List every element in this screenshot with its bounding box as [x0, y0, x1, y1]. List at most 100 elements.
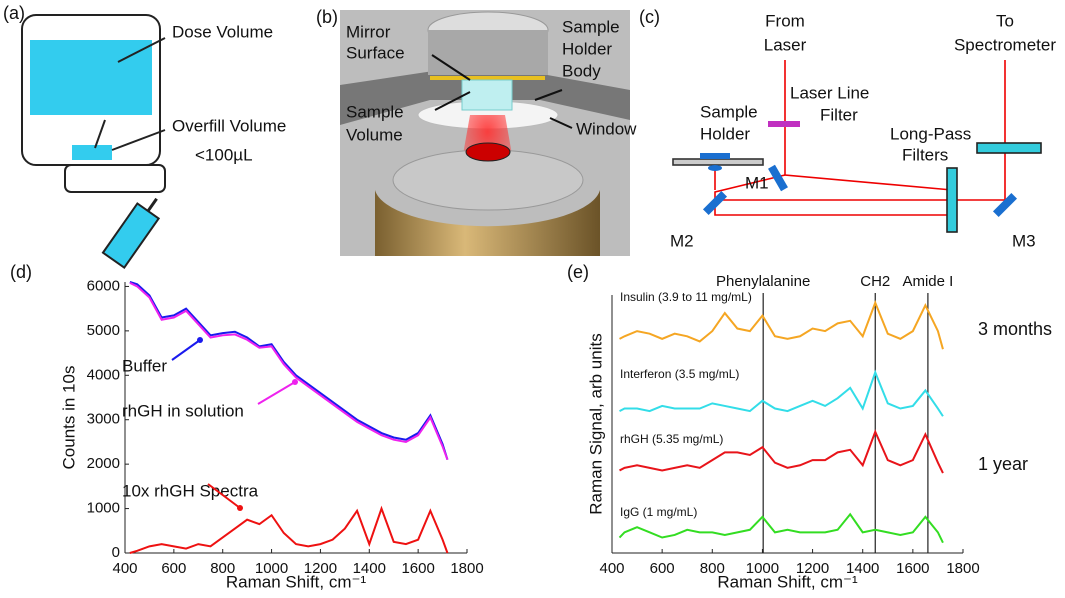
- series-line: [619, 429, 944, 474]
- long-pass-filter: [976, 142, 1042, 154]
- y-tick-label: 2000: [87, 455, 120, 472]
- arrow: [207, 483, 241, 509]
- stopper: [64, 164, 166, 193]
- series-label: rhGH (5.35 mg/mL): [620, 432, 723, 446]
- label: Body: [562, 61, 601, 80]
- holder-block: [428, 30, 548, 75]
- label: Surface: [346, 43, 405, 62]
- x-tick-label: 1600: [401, 560, 434, 577]
- series-line: [619, 299, 944, 350]
- y-tick-label: 0: [112, 544, 120, 561]
- mirror-m3: [992, 192, 1018, 218]
- label: Overfill Volume: [172, 116, 286, 135]
- y-tick-label: 5000: [87, 322, 120, 339]
- series-line: [618, 512, 944, 544]
- x-tick-label: 600: [650, 560, 675, 577]
- panel-label: (d): [10, 262, 32, 282]
- label: Laser Line: [790, 83, 869, 102]
- series-line: [129, 281, 449, 461]
- x-tick-label: 1600: [896, 560, 929, 577]
- x-tick-label: 1200: [304, 560, 337, 577]
- sample-holder: [672, 158, 764, 166]
- annotation: 1 year: [978, 454, 1028, 474]
- mirror-m2: [702, 190, 728, 216]
- laser-spot: [465, 142, 511, 162]
- arrow: [171, 339, 201, 361]
- x-tick-label: 1000: [746, 560, 779, 577]
- label: Holder: [562, 39, 612, 58]
- label: Volume: [346, 125, 403, 144]
- x-tick-label: 1200: [796, 560, 829, 577]
- dose-liquid: [30, 40, 152, 115]
- series-label: Insulin (3.9 to 11 mg/mL): [620, 290, 752, 304]
- mirror-m1: [768, 164, 788, 192]
- panel-label: (e): [567, 262, 589, 282]
- arrow-head: [197, 337, 203, 343]
- label: Filters: [902, 145, 948, 164]
- x-tick-label: 1800: [946, 560, 979, 577]
- marker-label: CH2: [860, 273, 890, 290]
- sample-volume: [461, 79, 513, 111]
- holder-top: [700, 153, 730, 159]
- panel-c: (c) From Laser To Spectrometer Laser Lin…: [639, 7, 1056, 251]
- label: M3: [1012, 231, 1036, 250]
- series-line: [129, 505, 449, 554]
- series-label: IgG (1 mg/mL): [620, 505, 697, 519]
- label: Sample: [346, 102, 404, 121]
- label: M2: [670, 231, 694, 250]
- panel-a: (a) Dose Volume Overfill Volume <100µL: [3, 3, 286, 269]
- series-label: Interferon (3.5 mg/mL): [620, 367, 739, 381]
- label: Long-Pass: [890, 124, 971, 143]
- label: Window: [576, 119, 637, 138]
- series-label: 10x rhGH Spectra: [122, 481, 259, 500]
- label: Sample: [700, 102, 758, 121]
- arrow: [257, 381, 296, 405]
- arrow-head: [237, 505, 243, 511]
- x-tick-label: 800: [210, 560, 235, 577]
- y-tick-label: 6000: [87, 277, 120, 294]
- label: Spectrometer: [954, 35, 1056, 54]
- label: Filter: [820, 105, 858, 124]
- label: Laser: [764, 35, 807, 54]
- y-tick-label: 3000: [87, 411, 120, 428]
- arrow: [534, 89, 563, 101]
- panel-b: (b) Mirror Surface Sample Holder Body Sa…: [316, 7, 637, 256]
- laser-filter: [768, 121, 800, 127]
- long-pass-filter: [946, 167, 958, 233]
- marker-label: Phenylalanine: [716, 273, 810, 290]
- label: Sample: [562, 17, 620, 36]
- x-tick-label: 400: [599, 560, 624, 577]
- arrow: [434, 91, 471, 111]
- panel-label: (c): [639, 7, 660, 27]
- vial-shoulder: [30, 115, 152, 160]
- y-tick-label: 1000: [87, 500, 120, 517]
- overfill-liquid: [72, 145, 112, 160]
- arrow: [431, 54, 471, 81]
- beam-path: [715, 60, 1006, 201]
- y-axis-label: Raman Signal, arb units: [586, 333, 605, 514]
- label: From: [765, 11, 805, 30]
- x-tick-label: 1800: [450, 560, 483, 577]
- arrow: [111, 129, 166, 151]
- label: To: [996, 11, 1014, 30]
- syringe: [101, 197, 161, 269]
- annotation: 3 months: [978, 319, 1052, 339]
- label: Holder: [700, 124, 750, 143]
- label: M1: [745, 173, 769, 192]
- x-axis-label: Raman Shift, cm⁻¹: [226, 572, 367, 591]
- marker-label: Amide I: [902, 273, 953, 290]
- panel-label: (a): [3, 3, 25, 23]
- y-tick-label: 4000: [87, 366, 120, 383]
- x-tick-label: 600: [161, 560, 186, 577]
- panel-label: (b): [316, 7, 338, 27]
- x-tick-label: 800: [700, 560, 725, 577]
- arrow: [549, 117, 573, 129]
- label: Dose Volume: [172, 22, 273, 41]
- y-axis-label: Counts in 10s: [59, 366, 78, 470]
- x-axis-label: Raman Shift, cm⁻¹: [717, 572, 858, 591]
- series-line: [129, 281, 449, 461]
- x-tick-label: 1000: [255, 560, 288, 577]
- label: Mirror: [346, 22, 391, 41]
- lens: [708, 165, 722, 171]
